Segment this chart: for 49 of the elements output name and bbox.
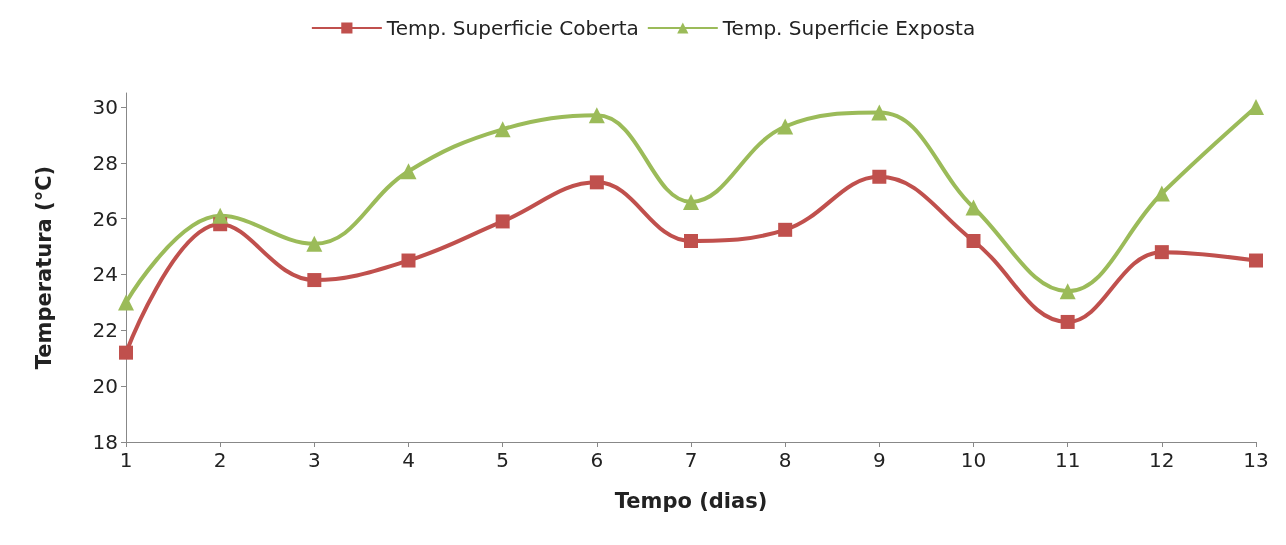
point [966, 233, 981, 248]
point [118, 294, 134, 311]
point [778, 222, 793, 237]
x-tick-label: 3 [307, 448, 321, 472]
point [1059, 283, 1076, 300]
y-tick-label: 18 [92, 430, 118, 454]
x-axis-title: Tempo (dias) [614, 488, 768, 513]
point [212, 207, 229, 224]
point [495, 214, 510, 229]
x-tick-label: 2 [213, 448, 227, 472]
y-axis-title: Temperatura (°C) [31, 165, 56, 370]
point [872, 169, 887, 184]
point [401, 253, 416, 268]
x-tick-label: 7 [684, 448, 698, 472]
x-tick-label: 13 [1243, 448, 1269, 472]
x-tick-label: 1 [119, 448, 133, 472]
x-tick-label: 9 [872, 448, 886, 472]
point [494, 121, 511, 138]
point [871, 104, 888, 121]
point [119, 345, 133, 360]
y-tick-label: 22 [92, 318, 118, 343]
x-tick-label: 4 [402, 448, 415, 472]
x-tick-label: 10 [960, 448, 987, 472]
point [684, 233, 698, 248]
point [307, 273, 322, 288]
point [306, 235, 323, 252]
legend-label: Temp. Superficie Exposta [721, 16, 976, 40]
point [400, 163, 417, 180]
x-tick-label: 6 [590, 448, 604, 472]
point [588, 107, 605, 124]
x-tick-label: 11 [1054, 448, 1081, 472]
point [1248, 98, 1264, 115]
legend-label: Temp. Superficie Coberta [385, 16, 639, 40]
point [777, 118, 794, 135]
y-tick-label: 26 [92, 206, 118, 231]
y-tick-label: 30 [92, 94, 118, 119]
point [683, 193, 699, 210]
y-tick-label: 28 [92, 150, 118, 175]
point [1153, 185, 1170, 202]
y-tick-label: 24 [92, 262, 118, 287]
point [1060, 314, 1075, 329]
x-tick-label: 8 [778, 448, 792, 472]
point [1249, 253, 1263, 268]
x-tick-label: 12 [1149, 448, 1175, 472]
point [1154, 245, 1169, 260]
x-tick-label: 5 [496, 448, 510, 472]
point [589, 175, 604, 190]
y-tick-label: 20 [92, 374, 118, 399]
point [965, 199, 982, 216]
